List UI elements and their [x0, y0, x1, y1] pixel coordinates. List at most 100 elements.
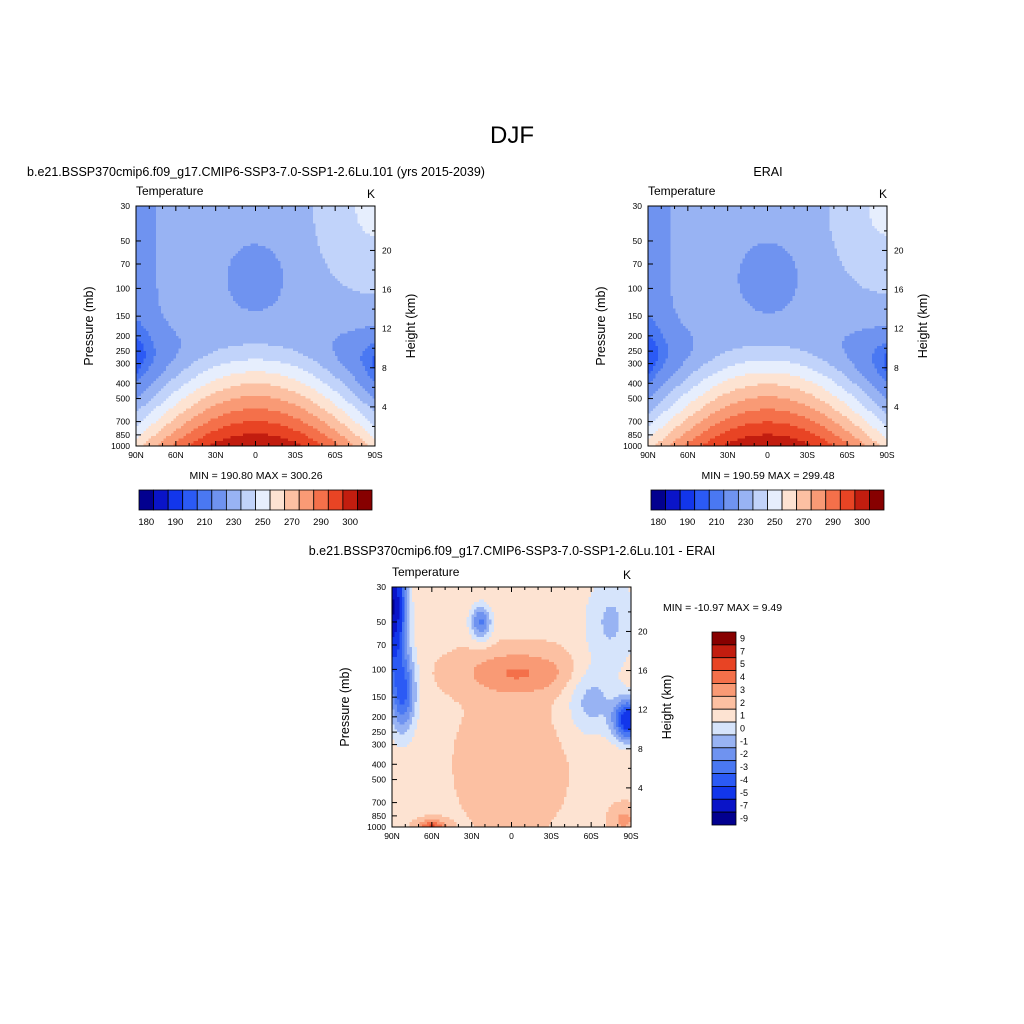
contour-cell: [153, 408, 169, 412]
contour-cell: [662, 398, 679, 402]
contour-cell: [178, 336, 339, 340]
contour-cell: [874, 401, 888, 405]
contour-cell: [702, 431, 726, 435]
contour-cell: [193, 428, 219, 432]
contour-cell: [223, 413, 289, 417]
contour-cell: [603, 632, 617, 636]
contour-cell: [312, 216, 359, 220]
contour-cell: [392, 819, 413, 823]
contour-cell: [168, 408, 187, 412]
contour-cell: [404, 602, 408, 606]
contour-cell: [360, 411, 376, 415]
contour-cell: [414, 632, 470, 636]
contour-cell: [140, 341, 155, 345]
contour-cell: [136, 403, 147, 407]
contour-cell: [459, 802, 565, 806]
contour-cell: [178, 413, 199, 417]
contour-cell: [491, 644, 562, 648]
contour-cell: [213, 366, 299, 370]
contour-cell: [322, 366, 346, 370]
contour-cell: [484, 629, 490, 633]
contour-cell: [350, 388, 366, 392]
contour-cell: [849, 378, 868, 382]
contour-cell: [355, 376, 371, 380]
contour-cell: [680, 321, 888, 325]
contour-cell: [449, 694, 560, 698]
contour-cell: [879, 406, 888, 410]
contour-cell: [406, 642, 411, 646]
contour-cell: [399, 632, 403, 636]
contour-cell: [228, 283, 284, 287]
contour-cell: [707, 376, 736, 380]
contour-cell: [327, 423, 346, 427]
contour-cell: [406, 629, 411, 633]
contour-cell: [155, 406, 174, 410]
contour-cell: [409, 692, 413, 696]
contour-cell: [275, 301, 376, 305]
colorbar-box: [767, 489, 783, 511]
contour-cell: [372, 363, 376, 367]
contour-cell: [874, 348, 888, 352]
contour-cell: [797, 413, 826, 417]
contour-cell: [573, 692, 587, 696]
contour-cell: [745, 423, 791, 427]
contour-cell: [618, 822, 630, 826]
contour-cell: [474, 677, 515, 681]
contour-cell: [847, 441, 863, 445]
panel-diff-right-string: K: [623, 568, 631, 582]
contour-cell: [404, 669, 408, 673]
contour-cell: [158, 291, 232, 295]
contour-cell: [357, 218, 376, 222]
contour-cell: [392, 622, 398, 626]
contour-cell: [461, 704, 552, 708]
contour-cell: [240, 396, 272, 400]
contour-cell: [857, 368, 878, 372]
contour-cell: [399, 644, 403, 648]
contour-cell: [307, 423, 329, 427]
contour-cell: [618, 712, 625, 716]
contour-cell: [409, 704, 413, 708]
colorbar-box: [225, 489, 242, 511]
contour-cell: [140, 366, 150, 370]
contour-cell: [812, 381, 836, 385]
contour-cell: [138, 371, 147, 375]
contour-cell: [203, 423, 232, 427]
colorbar-label: 210: [709, 517, 725, 528]
contour-cell: [670, 281, 739, 285]
contour-cell: [396, 719, 408, 723]
contour-cell: [145, 371, 164, 375]
contour-cell: [332, 343, 371, 347]
contour-cell: [148, 438, 164, 442]
colorbar-box: [711, 683, 737, 697]
contour-cell: [466, 622, 473, 626]
contour-cell: [789, 386, 823, 390]
contour-cell: [471, 622, 475, 626]
contour-cell: [832, 443, 851, 447]
contour-cell: [556, 674, 572, 678]
contour-cell: [657, 326, 686, 330]
contour-cell: [136, 338, 140, 342]
colorbar-label: 7: [740, 646, 745, 656]
contour-cell: [282, 281, 341, 285]
contour-cell: [456, 789, 567, 793]
contour-cell: [193, 403, 217, 407]
contour-cell: [740, 286, 798, 290]
contour-cell: [416, 724, 460, 728]
contour-cell: [352, 418, 369, 422]
contour-cell: [155, 271, 229, 275]
contour-cell: [648, 338, 654, 342]
contour-cell: [290, 363, 321, 367]
contour-cell: [652, 318, 681, 322]
contour-cell: [837, 368, 858, 372]
contour-cell: [399, 617, 403, 621]
contour-cell: [396, 687, 408, 691]
contour-cell: [399, 612, 403, 616]
contour-cell: [362, 386, 376, 390]
contour-cell: [136, 353, 147, 357]
contour-cell: [882, 408, 888, 412]
contour-cell: [829, 228, 878, 232]
contour-cell: [441, 654, 508, 658]
contour-cell: [312, 211, 356, 215]
contour-cell: [616, 712, 620, 716]
contour-cell: [618, 622, 632, 626]
